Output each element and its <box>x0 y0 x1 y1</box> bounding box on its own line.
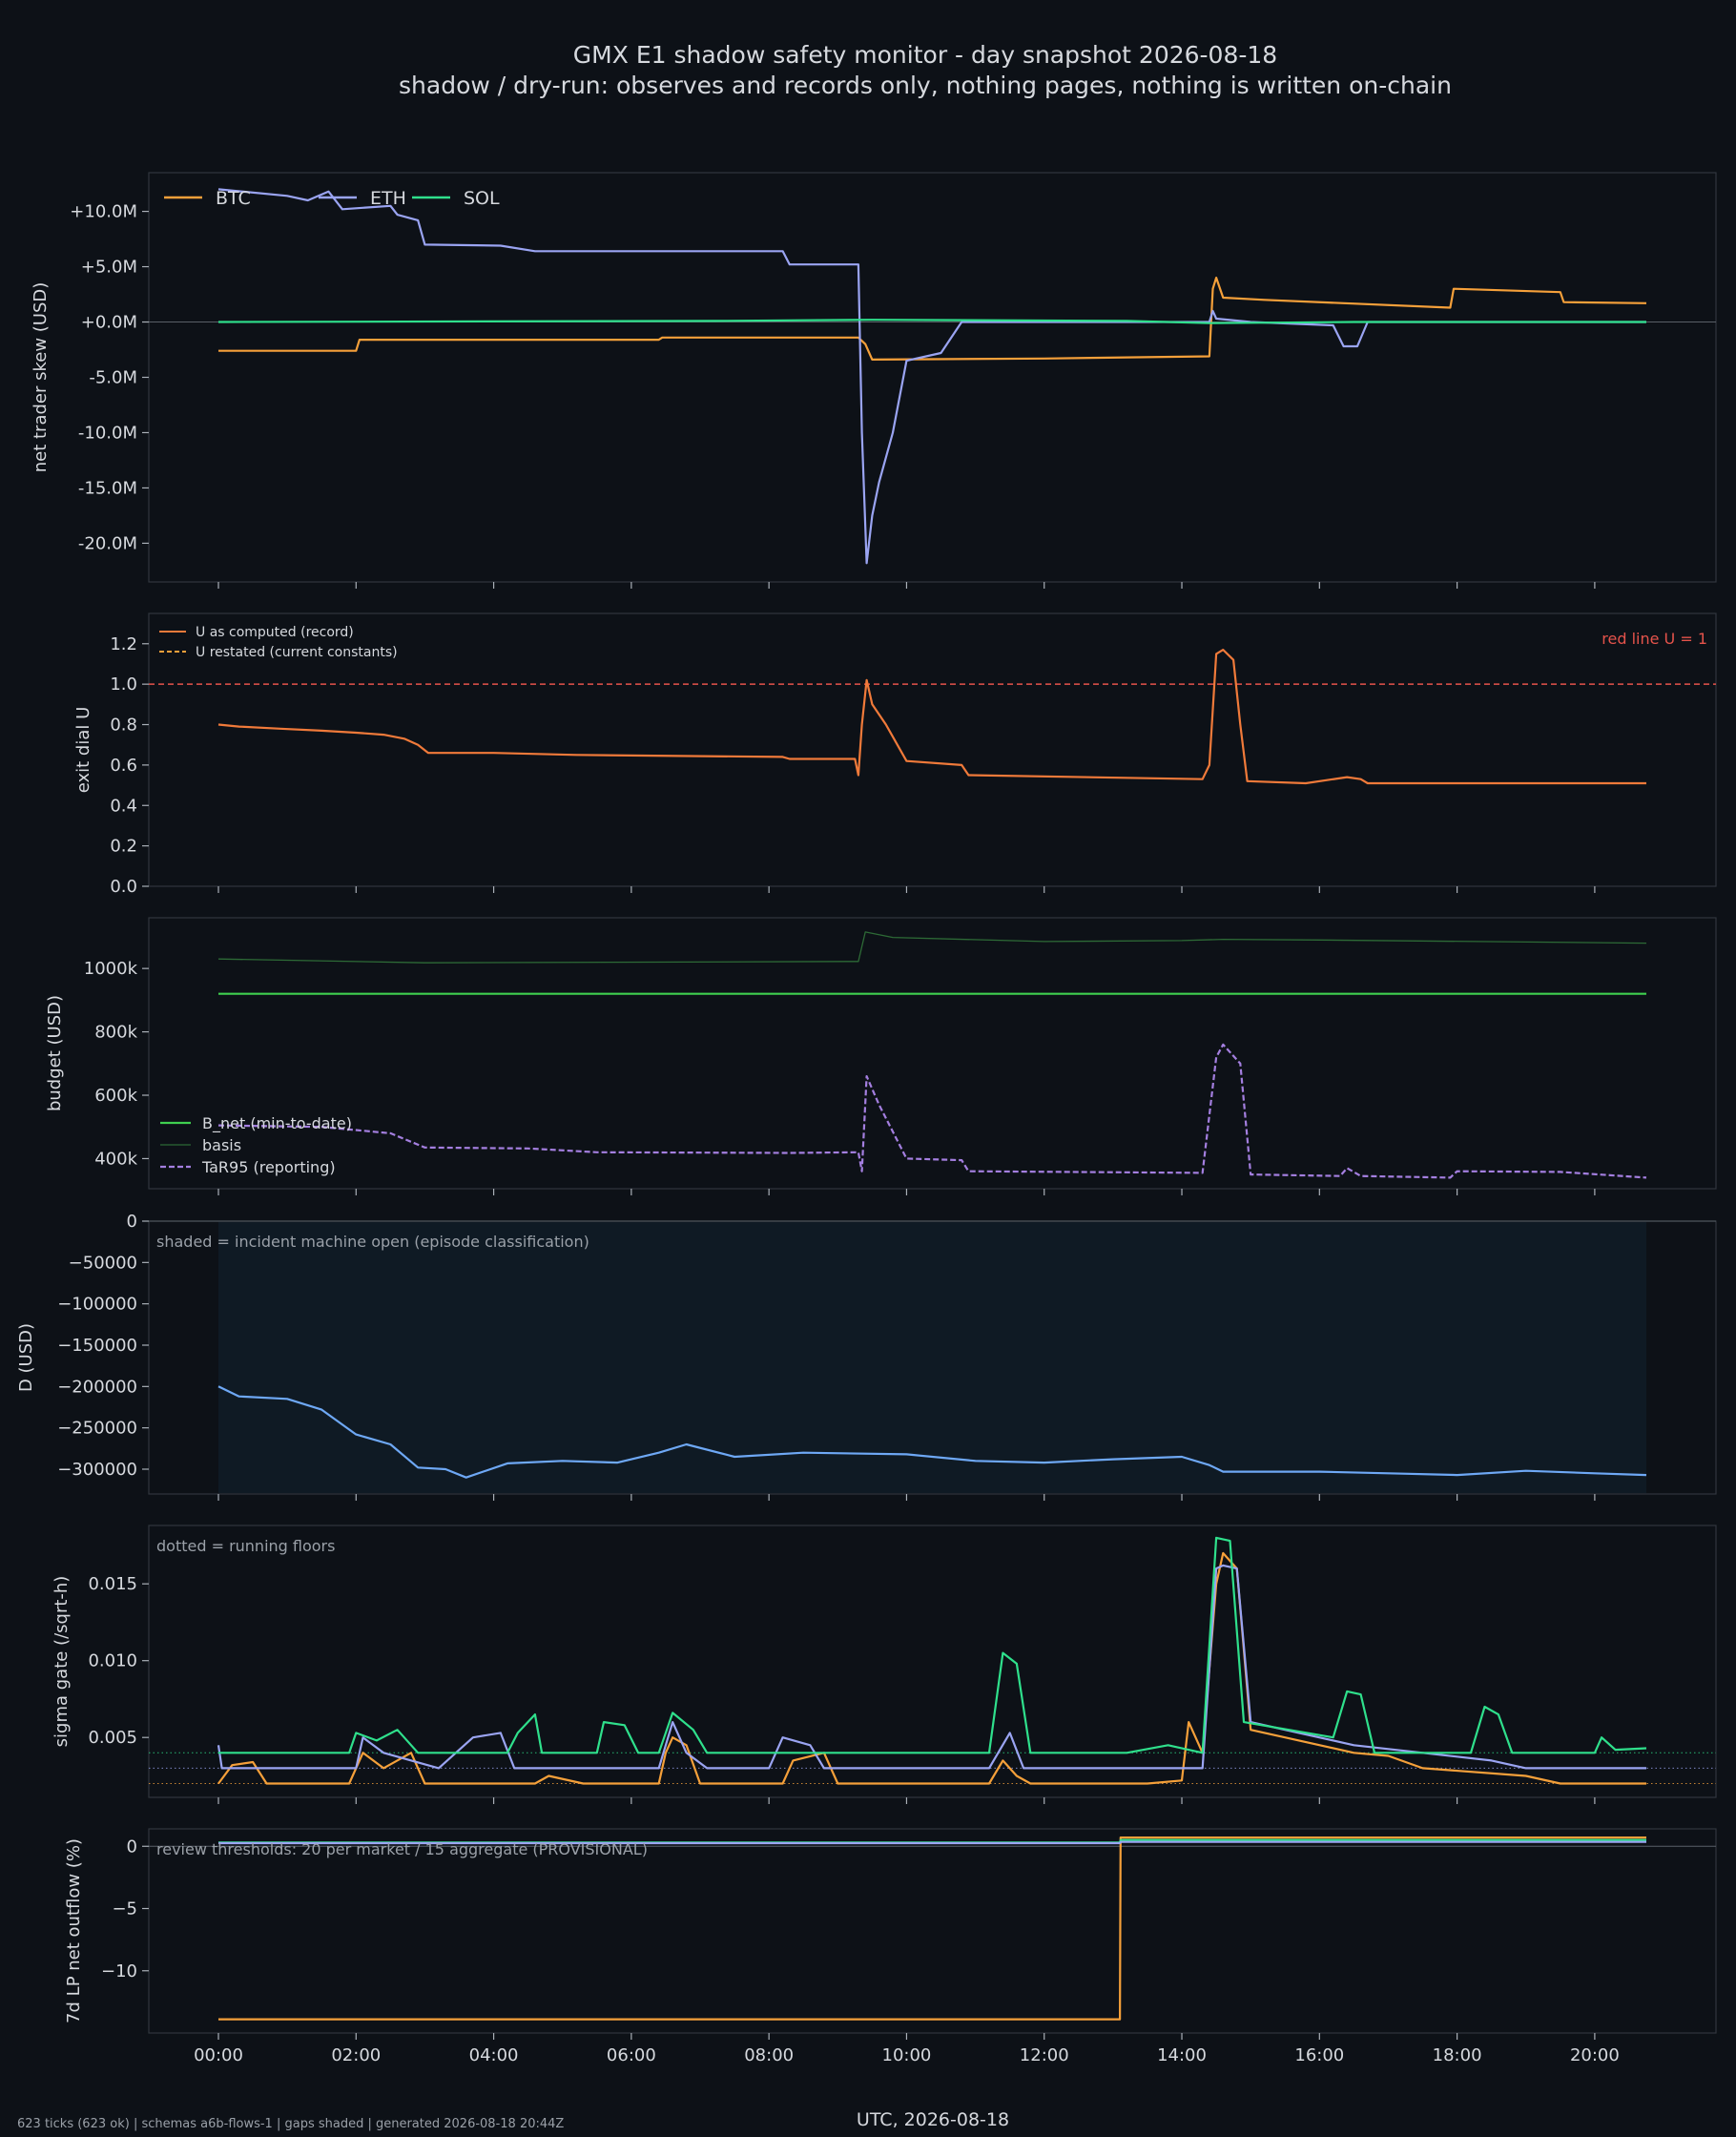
x-axis-label: UTC, 2026-08-18 <box>857 2109 1009 2130</box>
panel-budget: 1000k 800k 600k 400k budget (USD) B_net (min-… <box>45 917 1717 1195</box>
y-axis-label: budget (USD) <box>45 995 65 1111</box>
panel-exit_dial: 1.2 1.0 0.8 0.6 0.4 0.2 0.0 exit dial U red line… <box>73 612 1717 897</box>
y-axis-label: sigma gate (/sqrt-h) <box>52 1576 72 1748</box>
series-line-btc <box>218 1836 1646 2021</box>
y-axis-label: D (USD) <box>16 1323 36 1392</box>
x-tick-label: 08:00 <box>744 2045 794 2065</box>
series-line-u-as-computed-record- <box>217 649 1646 785</box>
y-tick-label: −200000 <box>57 1377 137 1397</box>
x-tick-label: 20:00 <box>1570 2045 1620 2065</box>
legend-label-sol: SOL <box>464 188 500 209</box>
x-tick-label: 16:00 <box>1294 2045 1344 2065</box>
panel-sigma: 0.015 0.010 0.005 sigma gate (/sqrt-h) dotte… <box>52 1525 1717 1804</box>
y-tick-label: 0.005 <box>88 1728 137 1748</box>
legend-label-eth: ETH <box>370 188 406 209</box>
x-tick-label: 10:00 <box>882 2045 932 2065</box>
series-line-basis <box>217 931 1647 964</box>
panel-D: 0 −50000 −100000 −150000 −200000 −250000 −3000… <box>16 1212 1717 1501</box>
x-tick-label: 12:00 <box>1020 2045 1069 2065</box>
y-tick-label: -5.0M <box>89 368 137 388</box>
y-tick-label: +0.0M <box>81 313 137 333</box>
y-tick-label: −50000 <box>69 1253 137 1273</box>
y-tick-label: 0.4 <box>110 796 137 816</box>
legend-label: B_net (min-to-date) <box>202 1114 352 1133</box>
y-axis-label: net trader skew (USD) <box>31 282 51 473</box>
y-tick-label: -10.0M <box>78 423 137 443</box>
x-tick-label: 04:00 <box>469 2045 519 2065</box>
footer: 623 ticks (623 ok) | schemas a6b-flows-1… <box>17 2117 564 2131</box>
x-tick-label: 18:00 <box>1433 2045 1482 2065</box>
panel-lp_outflow: 0 −5 −10 00:00 02:00 04:00 06:00 08:00 10:00 12:0… <box>64 1828 1717 2065</box>
y-tick-label: 1000k <box>84 959 138 979</box>
panel-skew: +10.0M +5.0M +0.0M -5.0M -10.0M -15.0M -20.0M n… <box>31 172 1717 589</box>
chart-subtitle: shadow / dry-run: observes and records o… <box>399 72 1452 99</box>
y-tick-label: -20.0M <box>78 533 137 553</box>
y-tick-label: −250000 <box>57 1419 137 1439</box>
x-tick-label: 14:00 <box>1157 2045 1207 2065</box>
y-tick-label: 0.6 <box>110 756 137 776</box>
y-tick-label: −300000 <box>57 1460 137 1480</box>
y-tick-label: +10.0M <box>70 202 137 222</box>
series-line-sol <box>217 319 1646 324</box>
series-line-tar95-reporting- <box>217 1043 1647 1179</box>
series-line-btc <box>218 277 1647 361</box>
x-tick-label: 06:00 <box>607 2045 656 2065</box>
series-line-d <box>217 1385 1647 1479</box>
y-tick-label: 1.2 <box>110 634 137 654</box>
y-tick-label: −100000 <box>57 1295 137 1315</box>
y-tick-label: 800k <box>94 1023 137 1043</box>
plot-area-lp_outflow <box>148 1828 1717 2034</box>
y-axis-label: 7d LP net outflow (%) <box>64 1838 84 2023</box>
series-line-eth <box>218 1840 1646 1845</box>
y-tick-label: 0.8 <box>110 716 137 736</box>
legend-label: TaR95 (reporting) <box>201 1158 336 1176</box>
plot-area-sigma <box>148 1525 1717 1798</box>
shaded-region <box>218 1222 1646 1493</box>
y-tick-label: 0.2 <box>110 837 137 857</box>
legend-label: basis <box>202 1136 241 1154</box>
plot-area-exit_dial <box>148 612 1717 887</box>
y-tick-label: 1.0 <box>110 674 137 695</box>
panels: +10.0M +5.0M +0.0M -5.0M -10.0M -15.0M -20.0M n… <box>16 172 1717 2065</box>
chart-title: GMX E1 shadow safety monitor - day snaps… <box>573 41 1277 69</box>
plot-area-skew <box>148 172 1717 583</box>
red-line-annotation: red line U = 1 <box>1602 630 1707 648</box>
panel-annotation: shaded = incident machine open (episode … <box>156 1233 589 1251</box>
y-tick-label: -15.0M <box>78 478 137 498</box>
panel-annotation: review thresholds: 20 per market / 15 ag… <box>156 1840 648 1858</box>
plot-area-budget <box>148 917 1717 1190</box>
y-tick-label: −10 <box>101 1961 137 1981</box>
y-tick-label: 0.015 <box>88 1574 137 1594</box>
y-tick-label: −150000 <box>57 1336 137 1356</box>
y-tick-label: 0.0 <box>110 877 137 897</box>
x-tick-label: 02:00 <box>331 2045 381 2065</box>
y-tick-label: 400k <box>94 1149 137 1169</box>
y-tick-label: 0 <box>127 1212 137 1232</box>
y-tick-label: 0.010 <box>88 1651 137 1671</box>
legend-label: U restated (current constants) <box>196 645 398 660</box>
y-tick-label: −5 <box>112 1899 137 1919</box>
y-tick-label: +5.0M <box>81 258 137 278</box>
legend-label: U as computed (record) <box>196 625 354 640</box>
y-axis-label: exit dial U <box>73 707 93 794</box>
legend-label-btc: BTC <box>216 188 251 209</box>
x-tick-label: 00:00 <box>194 2045 243 2065</box>
panel-annotation: dotted = running floors <box>156 1537 335 1555</box>
series-line-sol <box>218 1536 1647 1754</box>
y-tick-label: 600k <box>94 1086 137 1106</box>
y-tick-label: 0 <box>127 1836 137 1857</box>
